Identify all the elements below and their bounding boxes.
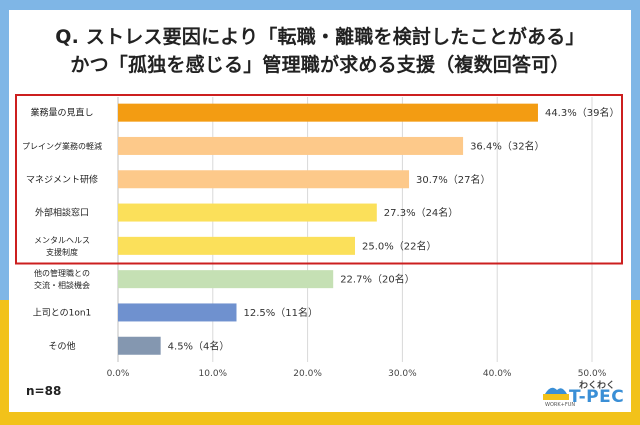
bottom-border (0, 412, 640, 425)
left-border (0, 0, 9, 425)
data-label: 44.3%（39名） (545, 106, 620, 119)
logo-sub-text: WORK+FUN (545, 402, 576, 408)
category-label: 上司との1on1 (33, 307, 92, 318)
logo-mark-icon (543, 387, 569, 400)
chart-title-line-2: かつ「孤独を感じる」管理職が求める支援（複数回答可） (70, 54, 570, 76)
bar (118, 203, 377, 222)
category-label: メンタルヘルス (34, 236, 90, 245)
x-tick-label: 30.0% (388, 369, 417, 379)
data-label: 12.5%（11名） (244, 306, 319, 319)
logo-top-text: わくわく (579, 381, 616, 391)
left-border-accent (0, 300, 9, 425)
data-label: 22.7%（20名） (340, 273, 415, 286)
data-label: 30.7%（27名） (416, 173, 491, 186)
bar (118, 303, 237, 322)
tpec-logo: わくわく T-PEC WORK+FUN (541, 378, 625, 410)
category-label: プレイング業務の軽減 (22, 141, 102, 151)
right-border-accent (631, 300, 640, 425)
sample-size-label: n=88 (26, 384, 62, 398)
logo-main-text: T-PEC (569, 387, 625, 407)
category-label: 他の管理職との (34, 268, 90, 278)
x-tick-label: 40.0% (483, 369, 512, 379)
highlight-box (15, 94, 623, 265)
category-label: 支援制度 (46, 247, 78, 257)
x-tick-label: 10.0% (199, 369, 228, 379)
bar (118, 236, 355, 255)
data-label: 25.0%（22名） (362, 239, 437, 252)
bar (118, 336, 161, 355)
bar (118, 103, 538, 122)
x-tick-label: 20.0% (293, 369, 322, 379)
chart-title-line-1: Q. ストレス要因により「転職・離職を検討したことがある」 (55, 26, 585, 48)
category-label: その他 (48, 340, 75, 352)
data-label: 36.4%（32名） (470, 139, 545, 152)
bar (118, 136, 464, 155)
category-label: 外部相談窓口 (35, 207, 89, 219)
category-label: マネジメント研修 (26, 173, 98, 185)
data-label: 4.5%（4名） (168, 339, 230, 352)
right-border (631, 0, 640, 425)
category-label: 業務量の見直し (30, 107, 93, 119)
x-tick-label: 0.0% (107, 369, 130, 379)
x-tick-label: 50.0% (578, 369, 607, 379)
data-label: 27.3%（24名） (384, 206, 459, 219)
top-border (0, 0, 640, 10)
category-label: 交流・相談機会 (34, 280, 90, 290)
bar (118, 270, 334, 289)
bar (118, 170, 410, 189)
